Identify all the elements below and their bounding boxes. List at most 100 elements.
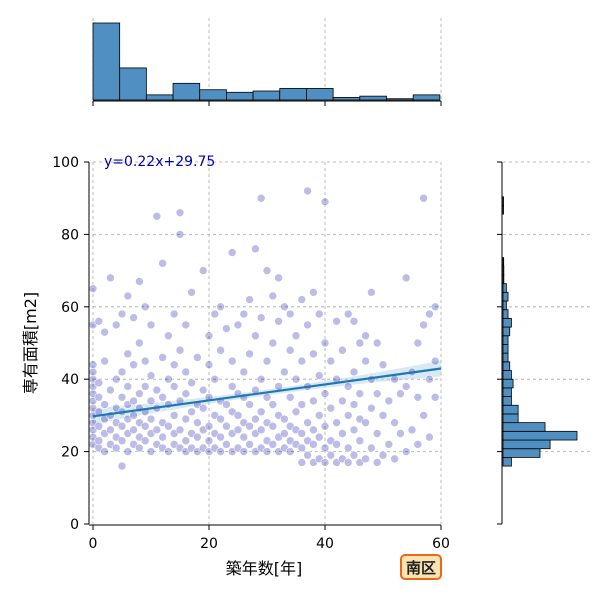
scatter-point bbox=[390, 454, 399, 464]
scatter-point bbox=[320, 458, 330, 467]
right-hist-bar bbox=[502, 456, 512, 467]
scatter-point bbox=[332, 316, 341, 326]
scatter-point bbox=[181, 414, 191, 424]
scatter-point bbox=[297, 295, 307, 304]
scatter-point bbox=[251, 244, 260, 254]
scatter-point bbox=[169, 382, 179, 391]
scatter-point bbox=[135, 389, 144, 398]
scatter-point bbox=[158, 353, 167, 362]
scatter-point bbox=[262, 447, 272, 456]
scatter-point bbox=[158, 432, 167, 442]
marginal-y-histogram bbox=[497, 161, 590, 525]
right-hist-bar bbox=[502, 344, 509, 354]
scatter-point bbox=[338, 345, 347, 355]
scatter-point bbox=[158, 392, 167, 402]
scatter-point bbox=[268, 440, 278, 449]
y-tick-label: 100 bbox=[52, 155, 79, 171]
scatter-point bbox=[430, 392, 440, 402]
scatter-point bbox=[245, 349, 254, 359]
scatter-point bbox=[239, 309, 249, 319]
scatter-point bbox=[198, 385, 208, 395]
scatter-point bbox=[425, 309, 434, 319]
scatter-point bbox=[204, 331, 214, 341]
scatter-point bbox=[175, 208, 185, 217]
scatter-point bbox=[291, 331, 301, 341]
right-hist-bar bbox=[502, 300, 507, 311]
scatter-point bbox=[169, 360, 179, 370]
scatter-point bbox=[222, 440, 231, 449]
scatter-point bbox=[245, 440, 254, 449]
scatter-point bbox=[94, 436, 104, 446]
scatter-point bbox=[146, 371, 156, 380]
scatter-point bbox=[309, 349, 318, 359]
scatter-point bbox=[338, 396, 347, 406]
scatter-point bbox=[135, 277, 144, 286]
scatter-point bbox=[164, 447, 173, 456]
scatter-point bbox=[338, 429, 347, 438]
scatter-point bbox=[233, 425, 243, 435]
scatter-point bbox=[401, 447, 411, 456]
right-hist-bar bbox=[502, 196, 504, 206]
scatter-point bbox=[187, 407, 196, 417]
scatter-point bbox=[123, 291, 133, 301]
right-hist-bar bbox=[502, 404, 519, 415]
scatter-point bbox=[216, 447, 225, 456]
scatter-point bbox=[297, 443, 307, 453]
scatter-point bbox=[152, 385, 162, 395]
scatter-point bbox=[390, 418, 399, 427]
scatter-point bbox=[210, 309, 220, 319]
scatter-point bbox=[227, 248, 237, 257]
scatter-point bbox=[181, 320, 191, 330]
right-hist-bar bbox=[502, 326, 511, 337]
scatter-point bbox=[326, 356, 336, 366]
right-hist-bar bbox=[502, 430, 578, 441]
scatter-point bbox=[401, 273, 411, 283]
scatter-point bbox=[256, 313, 266, 322]
right-hist-bar bbox=[502, 283, 507, 293]
right-hist-bar bbox=[502, 448, 541, 458]
scatter-point bbox=[268, 400, 278, 409]
scatter-point bbox=[140, 302, 150, 312]
scatter-point bbox=[332, 418, 341, 427]
scatter-point bbox=[117, 421, 127, 431]
top-hist-bar bbox=[332, 97, 361, 101]
scatter-point bbox=[303, 450, 312, 460]
scatter-point bbox=[117, 367, 127, 377]
scatter-point bbox=[222, 421, 231, 431]
y-tick-label: 80 bbox=[61, 227, 79, 243]
scatter-point bbox=[419, 411, 428, 420]
scatter-point bbox=[88, 284, 98, 294]
scatter-point bbox=[320, 197, 330, 207]
scatter-point bbox=[297, 458, 307, 467]
scatter-point bbox=[297, 356, 307, 366]
scatter-point bbox=[193, 418, 202, 427]
scatter-point bbox=[216, 414, 225, 424]
right-hist-bar bbox=[502, 265, 505, 276]
scatter-point bbox=[343, 309, 353, 319]
right-hist-bar bbox=[502, 439, 551, 450]
scatter-point bbox=[349, 400, 359, 409]
right-hist-bar bbox=[502, 335, 509, 345]
scatter-point bbox=[117, 392, 127, 402]
scatter-point bbox=[187, 288, 196, 297]
top-hist-bar bbox=[359, 95, 387, 101]
top-hist-bar bbox=[386, 98, 414, 101]
scatter-point bbox=[314, 371, 324, 380]
scatter-point bbox=[222, 324, 231, 333]
scatter-point bbox=[111, 320, 121, 330]
scatter-point bbox=[355, 338, 365, 348]
scatter-point bbox=[175, 345, 185, 355]
scatter-point bbox=[123, 447, 133, 456]
scatter-point bbox=[135, 443, 144, 453]
scatter-point bbox=[135, 338, 144, 348]
scatter-point bbox=[146, 396, 156, 406]
right-hist-bar bbox=[502, 205, 504, 215]
right-hist-bar bbox=[502, 291, 509, 302]
scatter-point bbox=[349, 425, 359, 435]
main-gridlines bbox=[92, 161, 442, 524]
scatter-point bbox=[390, 374, 399, 384]
x-tick-label: 20 bbox=[200, 536, 218, 552]
scatter-point bbox=[378, 411, 388, 420]
right-hist-bar bbox=[502, 274, 505, 285]
scatter-point bbox=[372, 458, 382, 467]
